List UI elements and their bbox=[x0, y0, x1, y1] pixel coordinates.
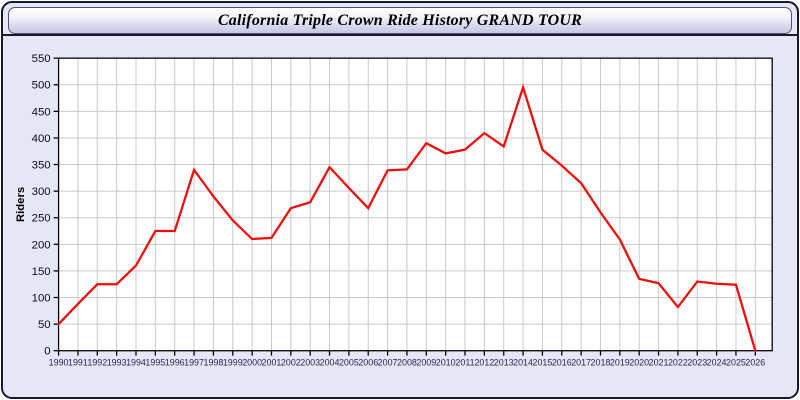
x-tick-label: 2018 bbox=[591, 358, 611, 368]
x-tick-label: 2026 bbox=[745, 358, 765, 368]
x-tick-label: 1995 bbox=[145, 358, 165, 368]
y-tick-label: 250 bbox=[32, 213, 51, 225]
x-tick-label: 2008 bbox=[397, 358, 417, 368]
x-tick-label: 2011 bbox=[455, 358, 474, 368]
x-tick-label: 2005 bbox=[339, 358, 359, 368]
x-tick-label: 2007 bbox=[378, 358, 398, 368]
y-axis-title: Riders bbox=[15, 187, 27, 222]
x-tick-label: 2001 bbox=[262, 358, 282, 368]
x-tick-label: 2006 bbox=[358, 358, 378, 368]
y-tick-label: 0 bbox=[44, 346, 50, 358]
x-tick-label: 2020 bbox=[629, 358, 649, 368]
x-tick-label: 2009 bbox=[416, 358, 436, 368]
x-tick-label: 2016 bbox=[552, 358, 572, 368]
title-bar: California Triple Crown Ride History GRA… bbox=[8, 7, 792, 34]
y-tick-label: 200 bbox=[32, 239, 51, 251]
y-tick-label: 450 bbox=[32, 106, 51, 118]
y-tick-label: 400 bbox=[32, 133, 51, 145]
x-tick-label: 1993 bbox=[107, 358, 127, 368]
x-tick-label: 1994 bbox=[126, 358, 146, 368]
plot-area bbox=[58, 58, 773, 351]
x-tick-label: 1998 bbox=[203, 358, 223, 368]
y-tick-label: 350 bbox=[32, 160, 51, 172]
x-tick-label: 2000 bbox=[242, 358, 262, 368]
x-tick-label: 1997 bbox=[184, 358, 204, 368]
x-tick-label: 1996 bbox=[165, 358, 185, 368]
x-tick-label: 2003 bbox=[300, 358, 320, 368]
x-tick-label: 2019 bbox=[610, 358, 630, 368]
x-tick-label: 2015 bbox=[533, 358, 553, 368]
riders-data-line bbox=[57, 83, 757, 352]
x-tick-label: 2017 bbox=[571, 358, 591, 368]
y-tick-label: 100 bbox=[32, 292, 51, 304]
x-tick-label: 2021 bbox=[649, 358, 669, 368]
y-tick-label: 300 bbox=[32, 186, 51, 198]
x-tick-label: 2022 bbox=[668, 358, 688, 368]
x-tick-label: 2025 bbox=[726, 358, 746, 368]
y-tick-label: 500 bbox=[32, 80, 51, 92]
x-tick-label: 1990 bbox=[49, 358, 69, 368]
y-tick-label: 150 bbox=[32, 266, 51, 278]
x-tick-label: 2024 bbox=[707, 358, 727, 368]
x-tick-label: 1999 bbox=[223, 358, 243, 368]
x-tick-label: 1992 bbox=[87, 358, 107, 368]
plot-border bbox=[57, 57, 773, 352]
x-tick-label: 2014 bbox=[513, 358, 533, 368]
x-tick-label: 1991 bbox=[68, 358, 88, 368]
x-tick-label: 2012 bbox=[474, 358, 494, 368]
x-tick-label: 2010 bbox=[436, 358, 456, 368]
title-separator bbox=[3, 34, 797, 36]
x-tick-label: 2004 bbox=[320, 358, 340, 368]
x-tick-label: 2013 bbox=[494, 358, 514, 368]
y-tick-label: 550 bbox=[32, 53, 51, 65]
x-tick-label: 2002 bbox=[281, 358, 301, 368]
page-title: California Triple Crown Ride History GRA… bbox=[217, 11, 583, 29]
y-tick-label: 50 bbox=[38, 319, 51, 331]
x-tick-label: 2023 bbox=[687, 358, 707, 368]
